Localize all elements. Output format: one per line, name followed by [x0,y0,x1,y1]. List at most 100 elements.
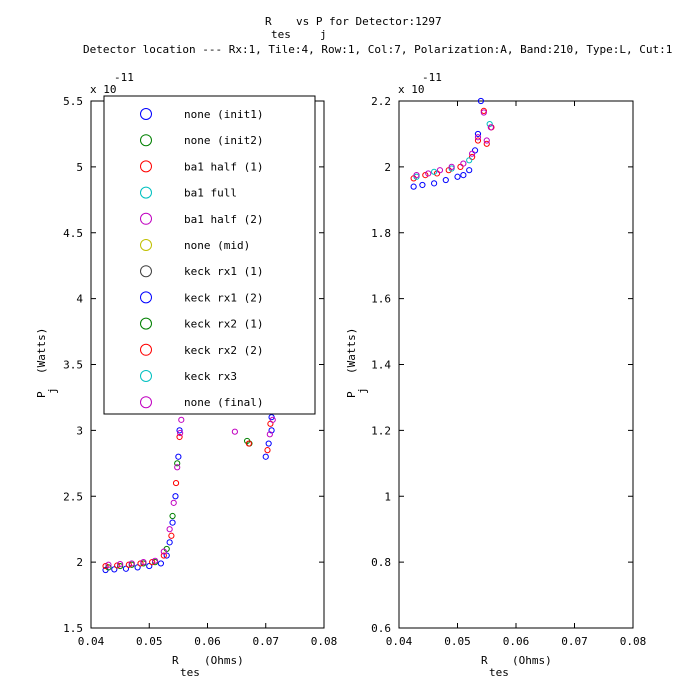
data-point [166,539,173,546]
right-ticks: 0.04 0.05 0.06 0.07 0.08 0.6 0.8 1 1.2 1.4 1.6 1.8 2… [371,95,646,648]
data-point [477,97,484,105]
legend-marker [140,265,152,278]
data-point [140,559,147,566]
data-point [410,183,417,190]
data-point [483,137,490,144]
legend-label: keck rx1 (2) [184,291,263,304]
data-point [176,433,183,441]
data-point [474,137,482,144]
data-point [117,562,124,570]
left-plot: 0.04 0.05 0.06 0.07 0.081.522.533.544.555.5 … [35,71,337,679]
data-point [419,181,426,189]
x-tick-label: 0.07 [253,635,280,648]
x-tick-label: 0.04 [78,635,105,648]
data-point [137,560,144,567]
data-point [168,532,175,539]
data-point [474,130,482,138]
data-point [436,167,444,174]
legend-marker [140,396,152,409]
legend-marker [140,370,152,382]
legend-marker [140,239,152,251]
legend-label: none (mid) [184,239,250,252]
legend-marker [140,291,152,304]
legend-label: none (init2) [184,134,263,147]
x-tick-label: 0.06 [503,635,530,648]
data-point [266,431,273,438]
left-ylabel-sub: j [46,387,59,394]
y-tick-label: 0.6 [371,622,391,635]
data-point [231,428,238,435]
left-xlabel-main: R [172,654,179,667]
legend-marker [140,186,152,199]
right-xlabel-main: R [481,654,488,667]
data-point [176,427,183,434]
data-point [265,440,272,447]
data-point [460,160,467,167]
data-point [149,559,156,566]
title-sub-tes: tes [271,28,291,41]
right-ylabel-unit: (Watts) [345,328,358,374]
right-ylabel-main: P [345,391,358,398]
left-ylabel-main: P [35,391,48,398]
title-sub-j: j [320,28,327,41]
legend-box [103,95,316,415]
title-vs-p: vs P [296,15,323,28]
data-point [268,427,275,434]
data-point [466,167,473,174]
data-point [169,519,176,526]
y-tick-label: 2.2 [371,95,391,108]
data-point [111,566,118,573]
y-tick-label: 2 [384,161,391,174]
legend-label: ba1 half (2) [184,213,263,226]
right-xlabel-unit: (Ohms) [512,654,552,667]
data-point [160,548,167,555]
data-point [466,157,473,164]
data-point [460,172,467,179]
legend-label: none (final) [184,396,263,409]
right-points [410,97,495,190]
legend: none (init1) none (init2) ba1 half (1) ba1 … [103,95,316,415]
right-xlabel-sub: tes [489,666,509,679]
data-point [172,479,180,487]
data-point [454,173,461,180]
title-r: R [265,15,272,28]
data-point [480,109,487,116]
left-y-exponent-base: x 10 [90,83,117,96]
data-point [117,561,124,568]
data-point [483,140,490,147]
data-point [487,124,494,131]
data-point [151,557,159,564]
data-point [102,562,109,570]
y-tick-label: 4 [76,293,83,306]
y-tick-label: 5.5 [63,95,83,108]
data-point [146,562,153,570]
legend-label: ba1 full [184,187,237,200]
data-point [172,493,179,500]
y-tick-label: 2.5 [63,490,83,503]
data-point [105,561,112,568]
data-point [125,561,132,568]
right-ylabel-sub: j [356,387,369,394]
data-point [134,564,141,571]
y-tick-label: 4.5 [63,227,83,240]
x-tick-label: 0.08 [620,635,647,648]
data-point [163,552,170,559]
legend-marker [140,134,152,147]
legend-marker [140,343,152,356]
data-point [122,565,130,572]
y-tick-label: 1.4 [371,359,391,372]
title-detector: for Detector:1297 [329,15,442,28]
left-xlabel-sub: tes [180,666,200,679]
legend-marker [140,212,152,225]
data-point [264,447,271,454]
x-tick-label: 0.07 [561,635,588,648]
right-plot-frame [398,100,634,629]
left-xlabel-unit: (Ohms) [204,654,244,667]
y-tick-label: 1 [384,490,391,503]
data-point [413,172,420,179]
data-point [128,560,135,567]
data-point [425,170,432,177]
legend-label: keck rx2 (2) [184,344,263,357]
data-point [245,440,252,447]
